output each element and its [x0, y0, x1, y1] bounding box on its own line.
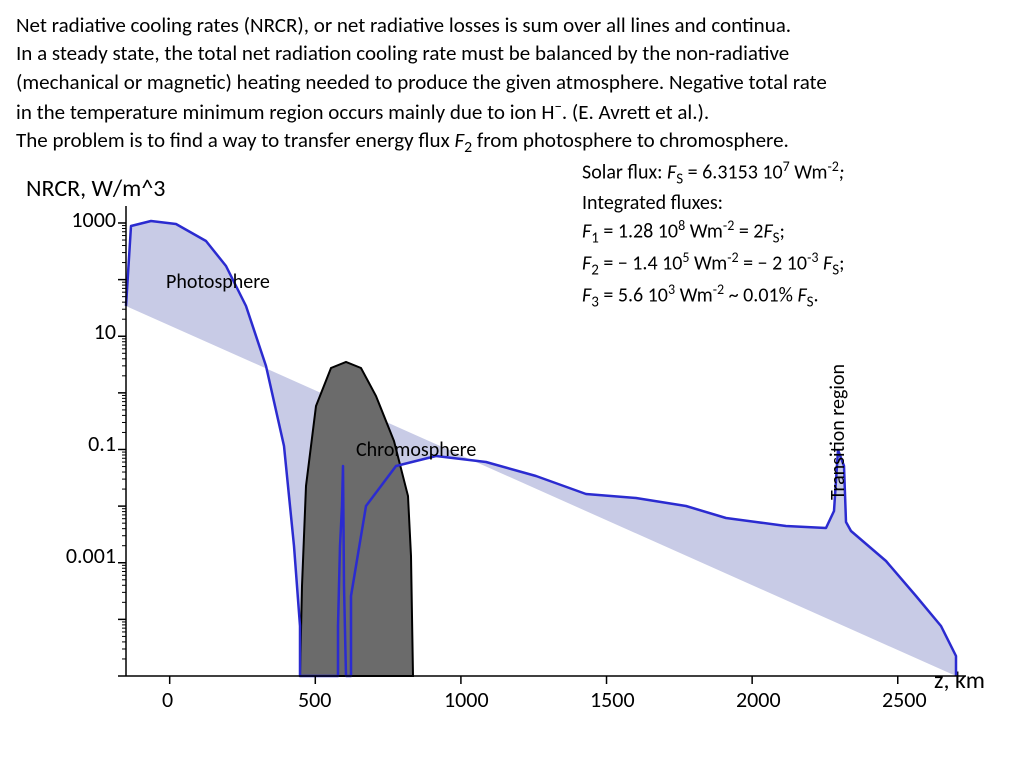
nrcr-chart: NRCR, W/m^3 1000 10 0.1 0.001 0 500 1000…	[16, 166, 1008, 726]
y-ticks	[118, 223, 126, 676]
negative-region	[300, 362, 413, 676]
p4: in the temperature minimum region occurs…	[16, 97, 1008, 125]
p1: Net radiative cooling rates (NRCR), or n…	[16, 12, 1008, 38]
x-ticks	[170, 676, 898, 684]
flux-line-integrated: Integrated fluxes:	[582, 190, 844, 217]
flux-line-solar: Solar flux: FS = 6.3153 107 Wm-2;	[582, 158, 844, 190]
flux-line-f3: F3 = 5.6 103 Wm-2 ~ 0.01% FS.	[582, 281, 844, 313]
transition-region-label: Transition region	[826, 364, 850, 500]
chart-svg	[16, 166, 1008, 726]
flux-notes: Solar flux: FS = 6.3153 107 Wm-2; Integr…	[582, 158, 844, 313]
photosphere-label: Photosphere	[166, 270, 270, 294]
chromosphere-label: Chromosphere	[356, 438, 476, 462]
p3: (mechanical or magnetic) heating needed …	[16, 69, 1008, 95]
description-text: Net radiative cooling rates (NRCR), or n…	[16, 12, 1008, 158]
p5: The problem is to find a way to transfer…	[16, 127, 1008, 158]
flux-line-f2: F2 = − 1.4 105 Wm-2 = − 2 10-3 FS;	[582, 249, 844, 281]
p2: In a steady state, the total net radiati…	[16, 40, 1008, 66]
flux-line-f1: F1 = 1.28 108 Wm-2 = 2FS;	[582, 217, 844, 249]
